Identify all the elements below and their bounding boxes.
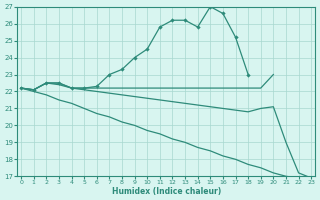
X-axis label: Humidex (Indice chaleur): Humidex (Indice chaleur) bbox=[112, 187, 221, 196]
